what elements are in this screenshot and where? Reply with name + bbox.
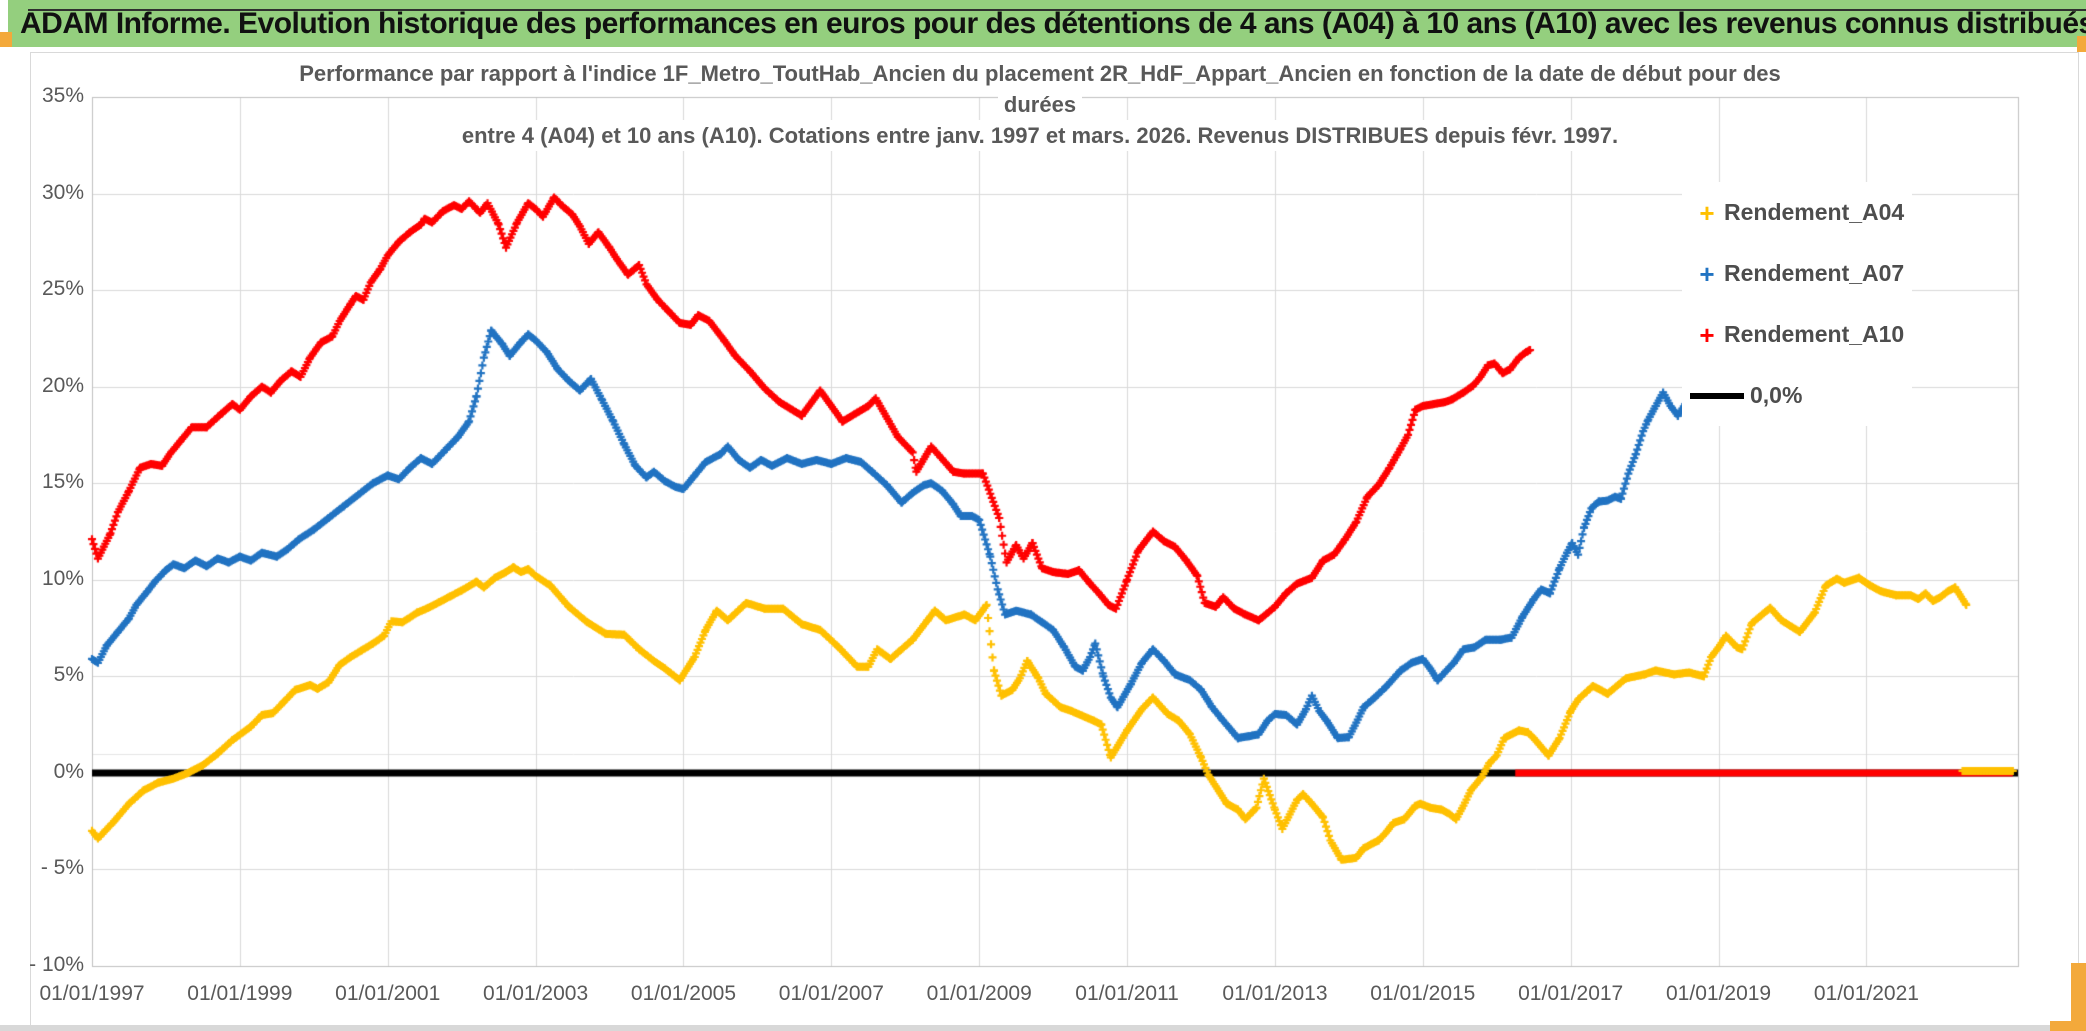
x-axis-tick-label: 01/01/2011 [1075, 982, 1179, 1005]
x-axis-tick-label: 01/01/1999 [187, 982, 293, 1005]
bottom-gray-strip [0, 1025, 2086, 1031]
chart-title-line-2: durées [997, 89, 1083, 120]
legend-zero-line-swatch [1690, 392, 1744, 399]
legend-item-label: Rendement_A10 [1724, 321, 1905, 347]
y-axis-tick-label: 15% [41, 470, 84, 494]
legend-item-rendement-a07[interactable]: + Rendement_A07 [1682, 243, 1913, 304]
chart-title: Performance par rapport à l'indice 1F_Me… [240, 58, 1840, 151]
legend-item-label: Rendement_A04 [1724, 199, 1905, 225]
x-axis-tick-label: 01/01/2005 [630, 982, 737, 1005]
titlebar-top-border [28, 9, 2086, 11]
x-axis-tick-label: 01/01/2013 [1222, 982, 1328, 1005]
x-axis-tick-label: 01/01/2007 [778, 982, 884, 1005]
legend-plus-marker-icon: + [1699, 258, 1715, 289]
legend-item-rendement-a10[interactable]: + Rendement_A10 [1682, 304, 1913, 365]
y-axis-tick-label: 35% [41, 84, 84, 107]
y-axis-tick-label: 20% [41, 373, 84, 397]
legend-plus-marker-icon: + [1699, 319, 1715, 350]
legend-item-0-0-[interactable]: 0,0% [1682, 365, 1913, 426]
x-axis-tick-label: 01/01/2021 [1813, 982, 1919, 1005]
y-axis-tick-label: 10% [41, 566, 84, 590]
chart-title-line-1: Performance par rapport à l'indice 1F_Me… [293, 58, 1787, 89]
x-axis-tick-label: 01/01/2001 [335, 982, 441, 1005]
legend-item-rendement-a04[interactable]: + Rendement_A04 [1682, 182, 1913, 243]
legend-plus-marker-icon: + [1699, 197, 1715, 228]
legend-item-label: Rendement_A07 [1724, 260, 1905, 286]
x-axis-tick-label: 01/01/2015 [1370, 982, 1476, 1005]
chart-legend: + Rendement_A04 + Rendement_A07 + Rendement_A… [1682, 182, 1913, 426]
y-axis-tick-label: - 5% [40, 856, 84, 880]
x-axis-tick-label: 01/01/1997 [39, 982, 145, 1005]
y-axis-tick-label: - 10% [29, 953, 84, 976]
orange-accent-top-left [0, 32, 12, 47]
y-axis-tick-label: 25% [41, 277, 84, 301]
x-axis-tick-label: 01/01/2009 [926, 982, 1032, 1005]
orange-accent-bottom-right-vertical [2071, 963, 2086, 1031]
chart-title-line-3: entre 4 (A04) et 10 ans (A10). Cotations… [455, 120, 1625, 151]
sheet-title-banner: ADAM Informe. Evolution historique des p… [8, 0, 2086, 47]
y-axis-tick-label: 5% [53, 663, 84, 687]
sheet-title-text: ADAM Informe. Evolution historique des p… [20, 6, 2086, 40]
x-axis-tick-label: 01/01/2017 [1518, 982, 1624, 1005]
y-axis-tick-label: 0% [53, 759, 84, 783]
x-axis-tick-label: 01/01/2019 [1666, 982, 1772, 1005]
orange-accent-top-right [2077, 36, 2086, 52]
legend-item-label: 0,0% [1750, 382, 1803, 408]
orange-accent-bottom-right-horizontal [2050, 1021, 2086, 1031]
y-axis-tick-label: 30% [41, 180, 84, 204]
x-axis-tick-label: 01/01/2003 [483, 982, 589, 1005]
